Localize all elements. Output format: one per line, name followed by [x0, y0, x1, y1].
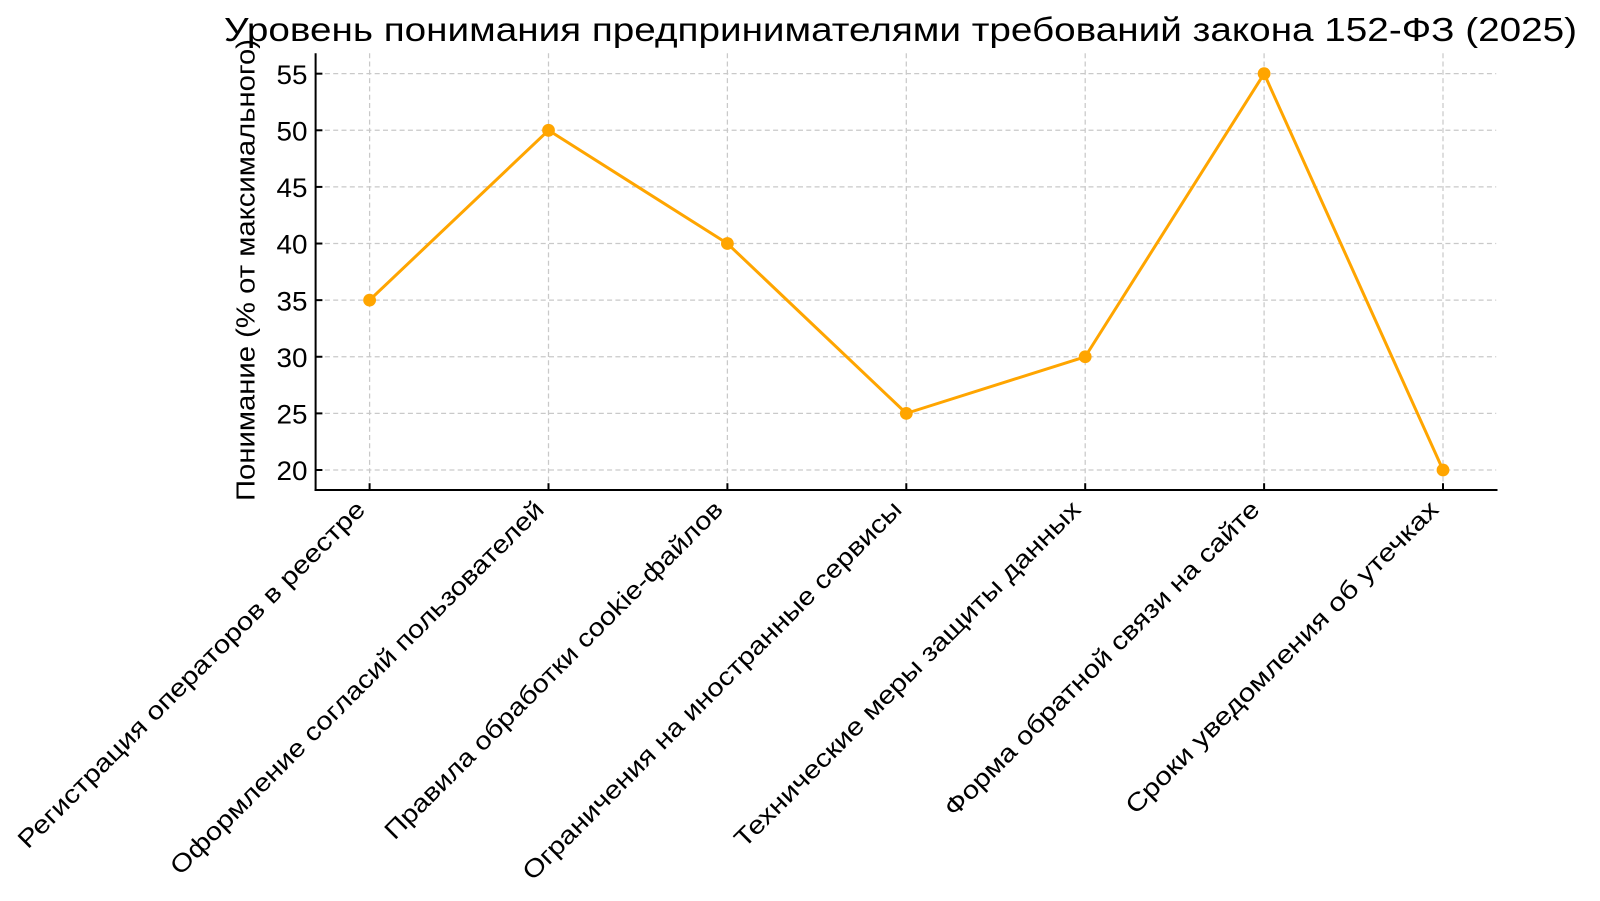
svg-text:35: 35	[277, 286, 308, 316]
svg-text:Понимание (% от максимального): Понимание (% от максимального)	[233, 39, 261, 501]
svg-text:Уровень понимания предпринимат: Уровень понимания предпринимателями треб…	[224, 11, 1577, 48]
svg-text:30: 30	[277, 343, 308, 373]
svg-text:40: 40	[277, 230, 308, 260]
svg-text:55: 55	[277, 60, 308, 90]
svg-text:20: 20	[277, 456, 308, 486]
svg-text:45: 45	[277, 173, 308, 203]
svg-text:25: 25	[277, 400, 308, 430]
svg-text:50: 50	[277, 116, 308, 146]
